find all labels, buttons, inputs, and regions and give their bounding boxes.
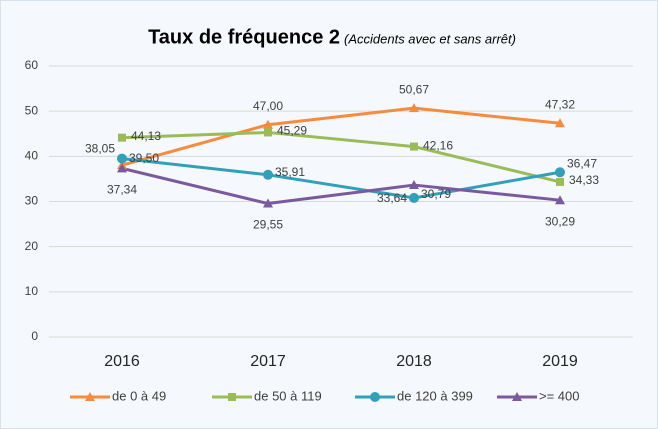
chart-title: Taux de fréquence 2 [148, 26, 340, 48]
data-point [117, 153, 127, 164]
data-label: 45,29 [277, 124, 307, 138]
data-label: 38,05 [85, 141, 115, 155]
data-label: 30,29 [545, 214, 575, 228]
data-point [555, 195, 565, 205]
y-tick-label: 60 [25, 58, 39, 72]
x-tick-label: 2016 [104, 353, 140, 370]
data-point [555, 167, 565, 178]
data-point [410, 142, 418, 151]
series-line [121, 130, 561, 184]
y-tick-label: 50 [25, 103, 39, 117]
data-point [556, 177, 564, 186]
data-label: 29,55 [253, 218, 283, 232]
y-tick-label: 10 [25, 284, 39, 298]
data-point [409, 180, 419, 190]
legend-label: de 0 à 49 [112, 388, 166, 403]
legend-marker [512, 392, 522, 401]
legend-marker [85, 392, 95, 401]
data-label: 50,67 [399, 82, 429, 96]
x-tick-label: 2017 [250, 353, 286, 370]
data-point [409, 192, 419, 203]
legend-label: de 50 à 119 [254, 388, 322, 403]
y-tick-label: 40 [25, 149, 39, 163]
data-point [263, 169, 273, 180]
data-point [117, 163, 127, 173]
data-label: 34,33 [569, 173, 599, 187]
series-line [121, 106, 561, 167]
data-label: 47,32 [545, 97, 575, 111]
y-tick-label: 30 [25, 194, 39, 208]
data-point [263, 119, 273, 129]
legend-marker [370, 392, 380, 402]
data-label: 42,16 [423, 139, 453, 153]
data-point [263, 198, 273, 208]
legend-marker [228, 393, 236, 401]
chart-subtitle: (Accidents avec et sans arrêt) [344, 31, 516, 46]
data-label: 33,64 [377, 191, 407, 205]
data-point [118, 133, 126, 142]
data-label: 35,91 [275, 165, 305, 179]
data-point [264, 128, 272, 137]
data-label: 44,13 [131, 129, 161, 143]
data-label: 30,79 [421, 187, 451, 201]
data-point [409, 103, 419, 113]
data-label: 47,00 [253, 99, 283, 113]
series-line [121, 157, 561, 200]
x-tick-label: 2019 [542, 353, 578, 370]
series-line [121, 166, 561, 206]
legend-label: >= 400 [539, 388, 580, 403]
data-label: 39,50 [129, 151, 159, 165]
data-label: 37,34 [107, 183, 137, 197]
data-point [555, 118, 565, 128]
y-tick-label: 0 [31, 329, 38, 343]
legend-label: de 120 à 399 [397, 388, 473, 403]
data-label: 36,47 [567, 156, 597, 170]
x-tick-label: 2018 [396, 353, 432, 370]
y-tick-label: 20 [25, 239, 39, 253]
